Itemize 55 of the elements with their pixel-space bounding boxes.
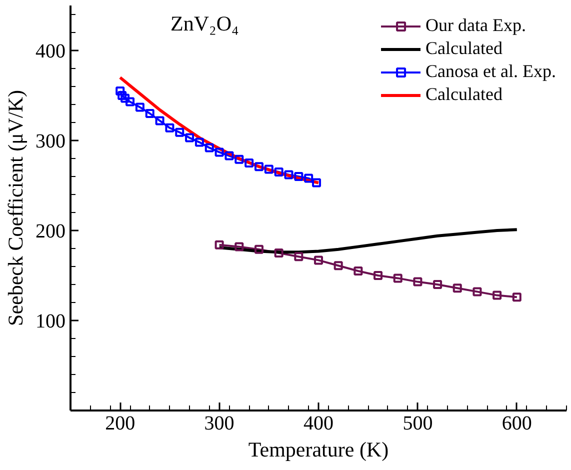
y-axis-title: Seebeck Coefficient (μV/K)	[4, 90, 28, 326]
point	[116, 86, 125, 96]
x-tick-label: 300	[204, 412, 234, 434]
point	[214, 148, 224, 157]
point	[274, 248, 284, 258]
point	[452, 284, 462, 293]
point	[126, 97, 135, 106]
legend-label: Calculated	[426, 38, 502, 59]
point	[413, 277, 422, 286]
x-axis-title: Temperature (K)	[248, 438, 389, 462]
point	[284, 170, 294, 180]
point	[234, 242, 244, 252]
point	[492, 290, 502, 300]
point	[254, 162, 264, 172]
point	[312, 178, 322, 188]
x-tick-label: 500	[402, 412, 433, 434]
point	[224, 151, 234, 160]
point	[254, 244, 264, 254]
annotation: ZnV₂O₄	[170, 12, 239, 36]
x-tick-label: 400	[304, 412, 334, 434]
x-tick-label: 200	[105, 412, 136, 434]
legend-label: Calculated	[426, 84, 502, 105]
point	[234, 154, 244, 164]
point	[393, 274, 402, 283]
point	[155, 116, 164, 126]
point	[120, 94, 130, 103]
y-tick-label: 100	[36, 310, 66, 332]
point	[264, 164, 274, 174]
point	[433, 280, 442, 289]
point	[118, 91, 127, 100]
point	[314, 256, 323, 265]
point	[145, 109, 154, 118]
point	[512, 292, 522, 302]
point	[294, 252, 304, 262]
legend-label: Our data Exp.	[426, 15, 526, 36]
y-tick-label: 300	[36, 130, 66, 152]
point	[354, 266, 363, 276]
x-tick-label: 600	[502, 412, 532, 434]
point	[294, 172, 304, 181]
point	[175, 128, 184, 137]
point	[304, 174, 314, 183]
point	[135, 102, 144, 112]
y-tick-label: 400	[36, 40, 66, 62]
legend-label: Canosa et al. Exp.	[426, 61, 556, 82]
point	[204, 143, 214, 152]
point	[214, 240, 224, 250]
point	[185, 133, 194, 142]
point	[334, 261, 343, 270]
point	[194, 138, 204, 147]
point	[472, 287, 482, 296]
point	[374, 271, 383, 280]
y-tick-label: 200	[36, 220, 66, 242]
point	[244, 158, 254, 168]
point	[274, 168, 284, 176]
point	[165, 123, 174, 132]
